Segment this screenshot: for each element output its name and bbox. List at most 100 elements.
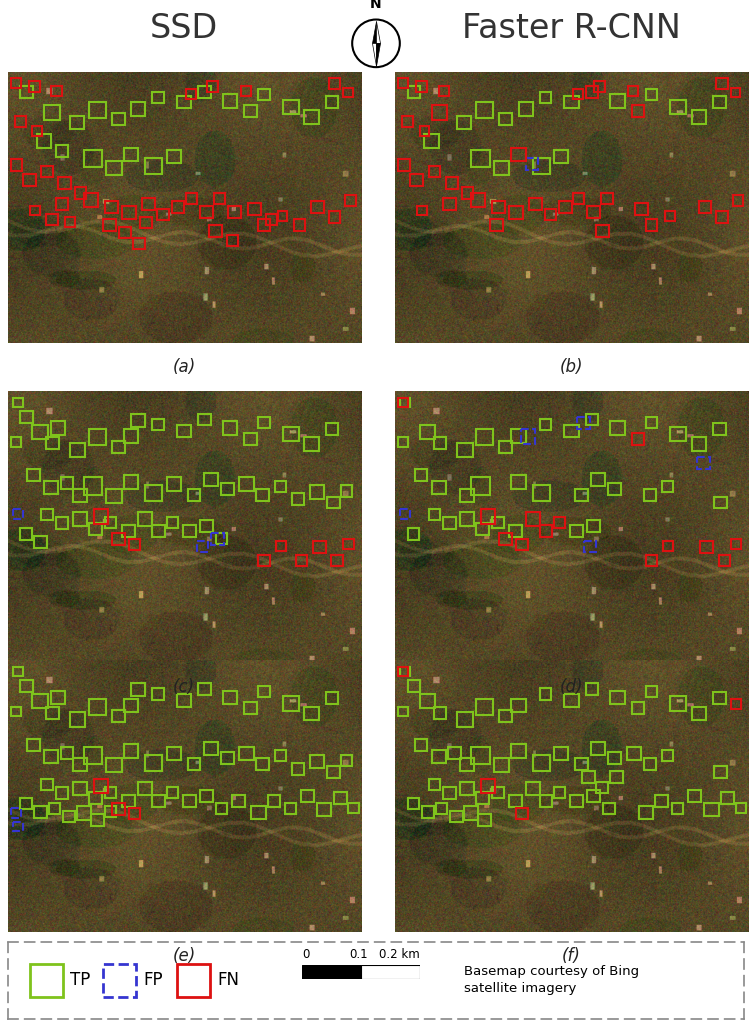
Bar [177,425,191,437]
Bar [587,206,600,218]
Bar [432,750,446,764]
Bar [177,965,211,996]
Bar [399,160,410,171]
Bar [51,86,62,96]
Bar [730,698,741,710]
Bar [553,746,568,760]
Bar [457,116,472,129]
Bar [317,803,332,816]
Bar [402,116,413,127]
Bar [717,211,728,222]
Bar [167,786,178,798]
Bar [429,509,440,520]
Bar [517,539,528,550]
Bar [526,158,538,170]
Bar [105,806,117,817]
Bar [14,509,23,519]
Bar [434,437,447,450]
Bar [32,694,48,709]
Text: SSD: SSD [150,12,218,45]
Bar [305,110,319,124]
Bar [29,81,40,92]
Bar [122,525,135,538]
Bar [596,781,608,793]
Bar [420,126,429,135]
Bar [153,525,165,538]
Bar [493,201,505,213]
Bar [575,758,588,770]
Bar [688,790,701,802]
Bar [424,134,438,147]
Bar [124,744,138,758]
Bar [401,397,411,408]
Bar [72,512,86,526]
Bar [284,803,296,814]
Bar [713,95,726,108]
Polygon shape [371,43,376,66]
Bar [41,509,53,520]
Bar [432,105,447,120]
Bar [56,786,68,799]
Bar [65,217,75,226]
Bar [494,161,509,175]
Text: TP: TP [70,972,90,989]
Bar [221,483,234,495]
Bar [72,781,86,796]
Bar [311,201,324,213]
Bar [697,457,710,469]
Bar [582,771,595,782]
Bar [70,713,85,727]
Bar [72,758,86,771]
Text: (f): (f) [562,947,581,966]
Bar [594,81,605,92]
Bar [199,414,211,426]
Bar [327,766,340,778]
Bar [464,806,478,820]
Bar [103,219,116,231]
Bar [591,473,605,486]
Bar [105,786,117,798]
Bar [296,555,308,566]
Bar [305,437,319,451]
Bar [14,667,23,677]
Bar [186,193,197,204]
Bar [107,488,122,503]
Bar [248,204,261,215]
Bar [112,440,125,453]
Bar [420,425,435,439]
Bar [221,753,234,764]
Bar [399,397,408,408]
Bar [292,763,305,774]
Bar [478,814,491,825]
Bar [41,166,53,177]
Bar [662,750,673,761]
Bar [540,91,551,102]
Bar [472,150,490,168]
Bar [132,102,145,116]
Bar [326,692,338,705]
Bar [443,517,456,529]
Text: (d): (d) [559,678,584,696]
Bar [635,204,648,215]
Bar [494,758,509,772]
Bar [241,86,250,95]
Bar [511,744,526,758]
Bar [459,488,474,502]
Bar [714,766,727,778]
Bar [107,161,122,175]
Text: 0.1: 0.1 [350,948,368,961]
Bar [145,755,162,771]
Bar [30,206,40,215]
Bar [520,429,535,443]
Bar [646,555,657,566]
Bar [35,537,47,549]
Bar [414,469,427,481]
Bar [29,965,63,996]
Bar [56,145,68,157]
Bar [56,517,68,529]
Bar [89,793,102,804]
Bar [699,201,711,213]
Bar [457,713,472,727]
Bar [59,177,71,189]
Bar [422,806,435,818]
